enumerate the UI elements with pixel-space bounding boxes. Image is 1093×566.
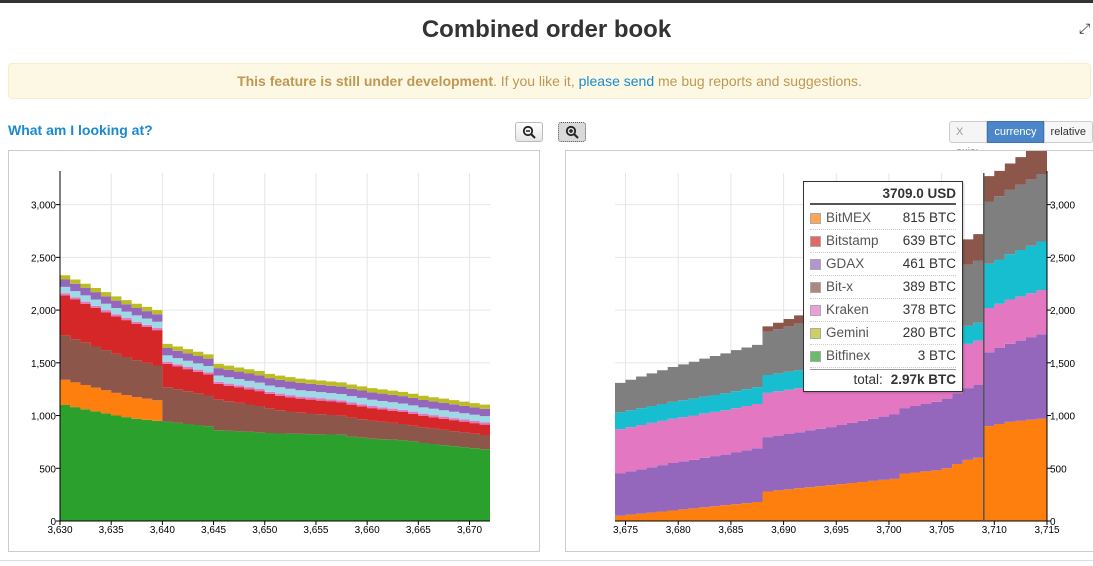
asks-y-tick-label: 3,000 — [1050, 201, 1075, 212]
bids-x-tick-label: 3,665 — [406, 525, 431, 536]
bids-x-tick-label: 3,670 — [457, 525, 482, 536]
bids-y-tick-label: 500 — [39, 464, 56, 475]
zoom-out-icon — [522, 125, 536, 139]
asks-chart-panel: 0 500 1,000 1,500 2,000 2,500 3,000 3,675 3,680 3… — [565, 150, 1093, 552]
tooltip-row-value: 280 BTC — [902, 325, 956, 340]
bids-y-tick-label: 3,000 — [31, 201, 56, 212]
asks-x-tick-label: 3,705 — [929, 525, 954, 536]
asks-y-tick-label: 0 — [1050, 517, 1056, 528]
asks-y-tick-label: 2,000 — [1050, 306, 1075, 317]
bids-y-tick-label: 2,000 — [31, 306, 56, 317]
tooltip-row: GDAX 461 BTC — [810, 253, 956, 276]
tooltip-row-name: Bitstamp — [826, 233, 879, 248]
tooltip-swatch — [810, 281, 821, 293]
bids-y-tick-label: 1,500 — [31, 359, 56, 370]
bids-y-tick-label: 2,500 — [31, 253, 56, 264]
asks-area-bitmex — [615, 418, 1047, 521]
asks-x-tick-label: 3,690 — [771, 525, 796, 536]
tooltip-row-name: Kraken — [826, 302, 869, 317]
tooltip-row-value: 3 BTC — [917, 348, 956, 363]
tooltip-row: BitMEX 815 BTC — [810, 207, 956, 230]
x-axis-currency-button[interactable]: currency — [987, 121, 1044, 143]
zoom-in-icon — [565, 125, 579, 139]
asks-y-tick-label: 1,000 — [1050, 412, 1075, 423]
asks-x-tick-label: 3,695 — [824, 525, 849, 536]
bids-x-tick-label: 3,650 — [252, 525, 277, 536]
zoom-out-button[interactable] — [515, 122, 543, 142]
feedback-link[interactable]: please send — [578, 73, 655, 89]
bids-layers — [60, 275, 490, 521]
depth-tooltip: 3709.0 USD BitMEX 815 BTC Bitstamp 639 BTC G… — [803, 181, 963, 392]
bids-y-tick-label: 0 — [50, 517, 56, 528]
asks-x-tick-label: 3,685 — [718, 525, 743, 536]
tooltip-row-value: 389 BTC — [902, 279, 956, 294]
bids-x-tick-label: 3,655 — [303, 525, 328, 536]
tooltip-swatch — [810, 212, 821, 224]
tooltip-row-value: 378 BTC — [902, 302, 956, 317]
tooltip-row: Kraken 378 BTC — [810, 299, 956, 322]
tooltip-swatch — [810, 304, 821, 316]
bids-depth-chart[interactable]: 0 500 1,000 1,500 2,000 2,500 3,000 3,630 3,635 3… — [9, 151, 540, 552]
tooltip-row-name: Gemini — [826, 325, 869, 340]
bids-x-tick-label: 3,635 — [99, 525, 124, 536]
tooltip-swatch — [810, 235, 821, 247]
bids-x-tick-label: 3,640 — [150, 525, 175, 536]
tooltip-row-name: GDAX — [826, 256, 865, 271]
bids-x-tick-label: 3,645 — [201, 525, 226, 536]
tooltip-total: total: 2.97k BTC — [810, 369, 956, 387]
x-axis-label: X axis: — [949, 121, 988, 158]
asks-x-tick-label: 3,710 — [982, 525, 1007, 536]
tooltip-row: Bit-x 389 BTC — [810, 276, 956, 299]
asks-x-tick-label: 3,700 — [876, 525, 901, 536]
x-axis-toggle: X axis: currency relative — [949, 121, 1093, 158]
asks-area-gdax — [615, 334, 1047, 516]
asks-x-tick-label: 3,715 — [1034, 525, 1059, 536]
bids-area-bitmex — [60, 379, 490, 450]
help-link[interactable]: What am I looking at? — [8, 122, 153, 138]
tooltip-row-name: BitMEX — [826, 210, 872, 225]
expand-icon[interactable]: ⤢ — [1079, 20, 1091, 36]
tooltip-row: Bitfinex 3 BTC — [810, 345, 956, 368]
tooltip-row-name: Bitfinex — [826, 348, 871, 363]
tooltip-row: Bitstamp 639 BTC — [810, 230, 956, 253]
zoom-in-button[interactable] — [558, 122, 586, 142]
asks-area-kraken — [615, 290, 1047, 474]
bids-chart-panel: 0 500 1,000 1,500 2,000 2,500 3,000 3,630 3,635 3… — [8, 150, 540, 552]
tooltip-row-name: Bit-x — [826, 279, 853, 294]
tooltip-row-value: 815 BTC — [902, 210, 956, 225]
tooltip-swatch — [810, 258, 821, 270]
tooltip-row-value: 639 BTC — [902, 233, 956, 248]
tooltip-total-value: 2.97k BTC — [890, 372, 956, 387]
bids-area-bit-x — [60, 335, 490, 450]
tooltip-swatch — [810, 350, 821, 362]
bids-y-tick-label: 1,000 — [31, 412, 56, 423]
alert-bold-text: This feature is still under development — [237, 73, 494, 89]
bottom-divider — [0, 560, 1093, 561]
bids-x-tick-label: 3,660 — [355, 525, 380, 536]
asks-y-tick-label: 500 — [1050, 464, 1067, 475]
alert-text-1: . If you like it, — [493, 73, 579, 89]
bids-area-bitstamp — [60, 295, 490, 435]
asks-x-tick-label: 3,680 — [666, 525, 691, 536]
tooltip-row: Gemini 280 BTC — [810, 322, 956, 345]
top-border — [0, 0, 1093, 3]
tooltip-total-label: total: — [853, 372, 883, 387]
tooltip-swatch — [810, 327, 821, 339]
page-title: Combined order book — [421, 16, 672, 43]
asks-y-tick-label: 1,500 — [1050, 359, 1075, 370]
bids-x-tick-label: 3,630 — [47, 525, 72, 536]
bids-area-bitfinex — [60, 405, 490, 521]
x-axis-relative-button[interactable]: relative — [1043, 121, 1093, 143]
asks-x-tick-label: 3,675 — [613, 525, 638, 536]
development-alert: This feature is still under development.… — [8, 63, 1091, 99]
asks-y-tick-label: 2,500 — [1050, 253, 1075, 264]
tooltip-row-value: 461 BTC — [902, 256, 956, 271]
alert-text-2: me bug reports and suggestions. — [654, 73, 862, 89]
tooltip-title: 3709.0 USD — [810, 186, 956, 205]
